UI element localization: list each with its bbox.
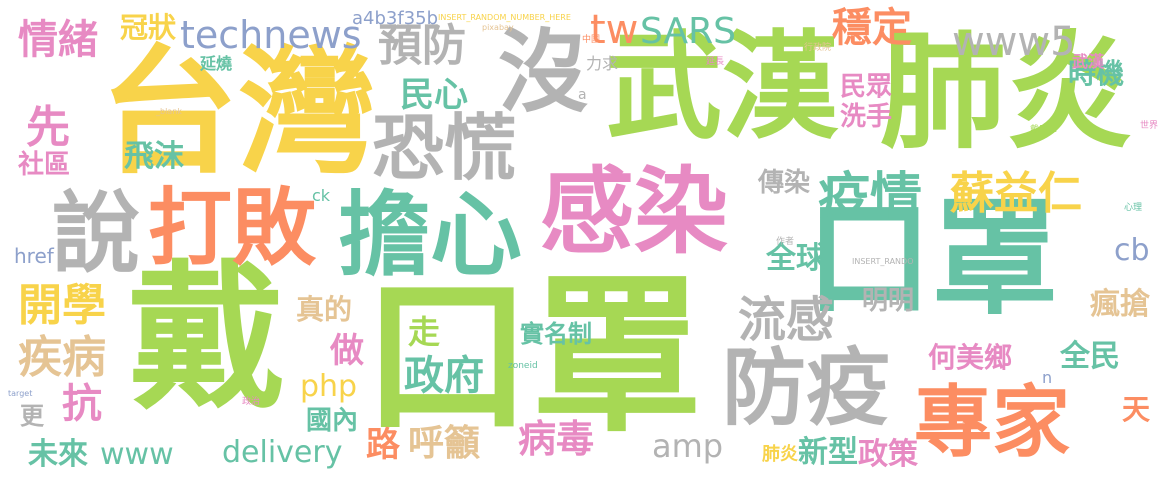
word-wuhan: 武漢 xyxy=(606,20,838,155)
word-ck: ck xyxy=(312,186,331,205)
word-zhuanjia: 專家 xyxy=(914,378,1071,468)
word-n: n xyxy=(1042,368,1053,387)
word-a4b3f35b: a4b3f35b xyxy=(352,8,439,29)
word-shimingzhi: 實名制 xyxy=(520,320,592,348)
word-danxin: 擔心 xyxy=(338,182,523,289)
word-mingming: 明明 xyxy=(862,286,915,316)
word-pixabay: pixabay xyxy=(482,23,514,32)
word-insert-rando: INSERT_RANDO xyxy=(852,257,914,266)
word-tian: 天 xyxy=(1122,393,1151,426)
word-shiji: 時機 xyxy=(1068,57,1125,90)
word-hemeixiang: 何美鄉 xyxy=(928,341,1013,374)
word-xinli: 心理 xyxy=(1124,203,1143,213)
word-fengqiang: 瘋搶 xyxy=(1090,287,1150,322)
word-wuhan-small: 武漢 xyxy=(1072,52,1105,71)
word-huyu: 呼籲 xyxy=(408,423,481,464)
word-tw: tw xyxy=(590,7,639,53)
word-konghuang: 恐慌 xyxy=(372,106,517,190)
word-geng: 更 xyxy=(20,402,44,430)
word-zhende: 真的 xyxy=(296,293,353,326)
word-yanshao: 延燒 xyxy=(200,54,233,73)
word-zhengce: 政策 xyxy=(858,437,918,472)
word-guonei: 國內 xyxy=(306,406,359,436)
word-xian: 先 xyxy=(26,102,70,153)
word-xishou: 洗手 xyxy=(840,102,893,132)
word-www: www xyxy=(100,437,174,472)
word-sars: SARS xyxy=(640,11,737,52)
word-qingxu: 情緒 xyxy=(18,17,98,63)
word-target: target xyxy=(8,389,33,398)
word-liqiu: 力求 xyxy=(586,54,619,73)
word-shijie: 世界 xyxy=(1140,121,1159,131)
word-zou: 走 xyxy=(408,313,441,351)
word-dabai: 打敗 xyxy=(148,179,317,277)
word-shuo: 說 xyxy=(52,182,141,285)
word-mei: 沒 xyxy=(498,20,588,125)
word-kouzhao-large: 口罩 xyxy=(362,258,703,456)
word-php: php xyxy=(300,369,358,404)
word-zoneid: zoneid xyxy=(508,361,538,371)
word-ganran: 感染 xyxy=(540,158,729,267)
word-wending: 穩定 xyxy=(832,5,912,51)
word-yufang: 預防 xyxy=(378,20,466,71)
word-feiyan-small: 肺炎 xyxy=(762,444,798,465)
word-delivery: delivery xyxy=(222,435,343,470)
word-technews: technews xyxy=(180,13,362,57)
word-weilai: 未來 xyxy=(28,437,88,472)
word-href: href xyxy=(14,244,54,268)
word-chuanran: 傳染 xyxy=(758,168,811,198)
word-yiqing: 疫情 xyxy=(818,168,923,228)
word-bingdu: 病毒 xyxy=(518,417,595,461)
word-suyiren: 蘇益仁 xyxy=(950,168,1082,219)
word-www5: www5 xyxy=(952,19,1076,65)
word-zuo: 做 xyxy=(330,331,364,371)
word-taiwan: 台灣 xyxy=(100,32,377,193)
word-shequ: 社區 xyxy=(18,150,71,180)
word-zhongguo: 中國 xyxy=(582,35,601,45)
word-yanchang: 延長 xyxy=(706,57,725,67)
word-feiyan: 肺炎 xyxy=(880,19,1132,166)
word-dai: 戴 xyxy=(128,247,286,431)
word-amp: amp xyxy=(652,427,724,465)
word-kang: 抗 xyxy=(62,381,102,427)
word-minxin: 民心 xyxy=(400,75,468,115)
word-quanqiu: 全球 xyxy=(766,241,826,276)
word-zuozhe: 作者 xyxy=(776,237,795,247)
word-kouzhao-right: 口罩 xyxy=(806,185,1058,332)
word-fangyi: 防疫 xyxy=(722,339,891,437)
word-quanmin: 全民 xyxy=(1060,339,1120,374)
word-jibing: 疾病 xyxy=(18,332,106,383)
word-kaixue: 開學 xyxy=(18,280,106,331)
word-feimo: 飛沫 xyxy=(124,139,184,174)
word-blank: _blank xyxy=(156,107,182,116)
word-lu: 路 xyxy=(366,425,400,465)
word-minzhong: 民眾 xyxy=(840,72,893,102)
word-zhengzhi: 政治 xyxy=(242,397,261,407)
word-liugan: 流感 xyxy=(738,292,835,348)
word-a: a xyxy=(578,87,587,103)
word-insert-random: INSERT_RANDOM_NUMBER_HERE xyxy=(438,13,571,22)
word-daikouzhao: 戴口罩 xyxy=(1030,125,1058,135)
word-cb: cb xyxy=(1114,233,1150,268)
word-zhengfu: 政府 xyxy=(404,353,484,399)
word-guanzhuang: 冠狀 xyxy=(120,11,177,44)
word-xingzhengyuan: 行政院 xyxy=(804,43,832,53)
word-xinxing: 新型 xyxy=(798,435,858,470)
